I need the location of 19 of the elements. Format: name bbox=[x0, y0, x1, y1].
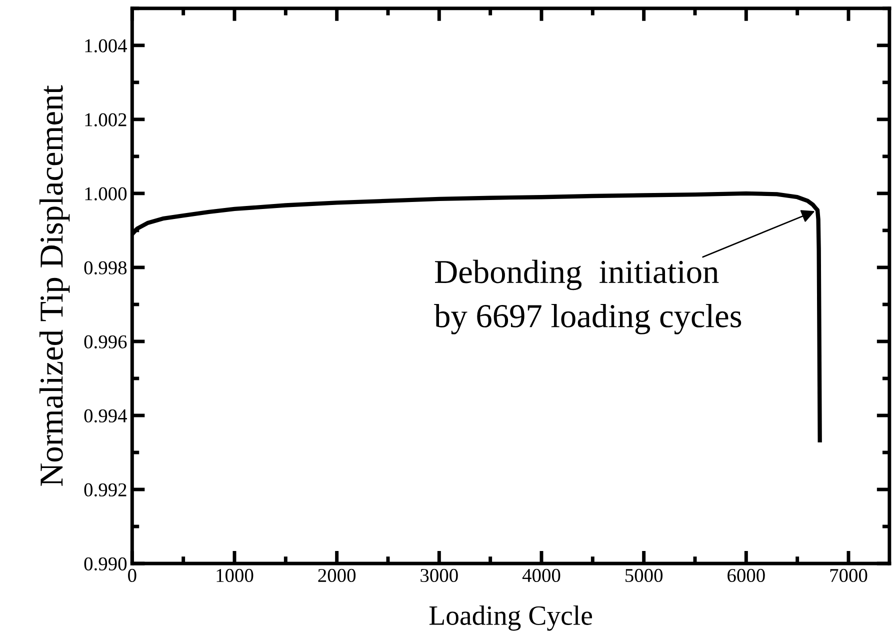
y-tick-label: 1.002 bbox=[85, 113, 126, 126]
y-tick-label: 0.992 bbox=[84, 483, 126, 497]
x-tick-label: 1000 bbox=[216, 568, 254, 582]
x-tick-label: 7000 bbox=[830, 568, 868, 582]
x-tick-label: 2000 bbox=[318, 568, 356, 582]
y-tick-label: 0.998 bbox=[84, 261, 127, 274]
x-tick-label: 0 bbox=[128, 568, 136, 582]
x-tick-label: 4000 bbox=[522, 568, 560, 582]
x-tick-label: 5000 bbox=[626, 568, 663, 582]
y-axis-title: Normalized Tip Displacement bbox=[39, 85, 70, 486]
y-tick-label: 1.004 bbox=[85, 39, 127, 52]
x-axis-title: Loading Cycle bbox=[429, 605, 592, 631]
y-tick-label: 1.000 bbox=[85, 187, 127, 200]
x-tick-label: 3000 bbox=[420, 568, 458, 582]
y-tick-label: 0.990 bbox=[84, 557, 127, 571]
y-tick-label: 0.994 bbox=[84, 409, 127, 422]
x-tick-label: 6000 bbox=[728, 568, 765, 582]
annotation: Debonding initiation by 6697 loading cycles bbox=[434, 260, 742, 334]
y-tick-label: 0.996 bbox=[84, 335, 127, 348]
